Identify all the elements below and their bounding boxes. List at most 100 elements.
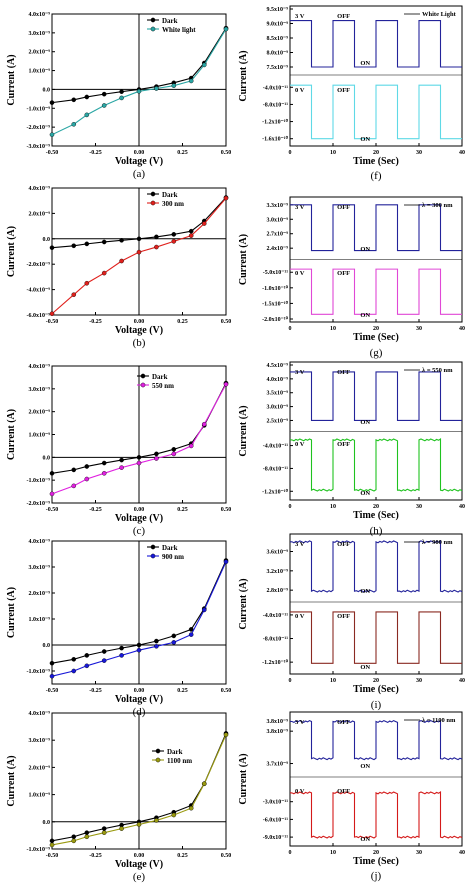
legend-title: λ = 1100 nm [422,717,456,724]
y-tick-label: 7.5x10⁻⁹ [267,65,289,71]
x-tick-label: 0.00 [134,150,145,156]
trace-line-top [289,539,463,593]
x-tick-label: 10 [330,326,336,332]
off-label: OFF [337,13,350,20]
off-label: OFF [337,369,350,376]
y-tick-label: 4.0x10⁻⁹ [267,377,289,383]
y-tick-label: -4.0x10⁻¹¹ [263,613,288,619]
bias-label: 0 V [295,613,305,620]
x-tick-label: 20 [373,678,379,684]
legend-label: Dark [152,373,168,381]
data-point [49,838,55,844]
transient-panel-j: 3.8x10⁻⁹ 3.7x10⁻⁹ 3.8x10⁻⁹ 3 V OFF ON -3.0x10⁻… [238,711,465,882]
data-point [119,653,124,658]
data-point [154,644,159,649]
data-point [49,491,55,497]
x-tick-label: 20 [373,150,379,156]
bias-label: 3 V [295,541,305,548]
y-tick-label: 9.5x10⁻⁹ [267,7,289,13]
x-tick-label: 0.50 [221,150,232,156]
data-point [171,232,177,237]
y-tick-label: 3.0x10⁻⁹ [29,387,51,393]
data-point [188,233,194,238]
x-axis-label: Time (Sec) [353,332,399,343]
on-label: ON [360,419,370,426]
data-point [101,830,107,835]
data-point [101,649,107,654]
panel-label: (f) [371,170,382,182]
x-tick-label: 30 [416,504,422,510]
legend-label: 900 nm [162,553,184,561]
y-tick-label: 3.0x10⁻⁹ [267,405,289,411]
y-tick-label: -2.0x10⁻¹⁰ [262,316,288,323]
x-tick-label: 0.25 [177,507,188,513]
transient-panel-h: 4.5x10⁻⁹ 4.0x10⁻⁹ 3.5x10⁻⁹ 3.0x10⁻⁹ 2.5x10⁻⁹… [238,361,465,537]
trace-line-bot [289,790,463,839]
x-axis-label: Time (Sec) [353,684,399,695]
x-tick-label: 10 [330,678,336,684]
data-point [171,633,177,639]
data-point [71,97,77,103]
on-label: ON [360,136,370,143]
data-point [188,805,194,811]
y-tick-label: 4.0x10⁻⁹ [29,12,51,18]
y-tick-label: 2.8x10⁻⁹ [267,588,289,594]
data-point [71,834,77,840]
data-point [119,238,124,243]
x-tick-label: 0.50 [221,688,232,694]
data-point [101,658,107,663]
data-point [49,660,55,666]
data-point [136,642,142,648]
transient-panel-g: 3.3x10⁻⁹ 3.0x10⁻⁹ 2.7x10⁻⁹ 2.4x10⁻⁹ 3 V OFF ON… [238,196,465,359]
data-point [188,78,194,84]
y-tick-label: 9.0x10⁻⁹ [267,22,289,28]
on-label: ON [360,588,370,595]
data-point [136,455,142,460]
bias-label: 3 V [295,204,305,211]
data-point [49,132,55,137]
x-tick-label: 10 [330,504,336,510]
data-point [84,653,90,658]
legend-marker [150,17,156,23]
data-point [201,781,207,787]
data-point [201,62,207,68]
bias-label: 0 V [295,441,305,448]
legend-marker [140,382,146,388]
x-tick-label: -0.25 [89,150,102,156]
x-tick-label: 0.00 [134,688,145,694]
legend-marker [150,553,156,559]
x-tick-label: 10 [330,150,336,156]
legend-title: White Light [422,11,457,18]
x-axis-label: Time (Sec) [353,856,399,867]
x-tick-label: 0.00 [134,319,145,325]
on-label: ON [360,60,370,67]
legend-label: White light [162,26,196,34]
data-point [154,451,159,457]
on-label: ON [360,312,370,319]
data-point [188,443,194,449]
data-point [71,483,77,489]
trace-line-bot [290,268,462,315]
x-axis-label: Voltage (V) [115,859,163,870]
y-tick-label: 3.0x10⁻⁹ [267,217,289,223]
y-tick-label: 0.0 [43,87,51,93]
data-point [223,195,229,201]
y-tick-label: 1.0x10⁻⁹ [29,433,51,439]
on-label: ON [360,763,370,770]
data-point [223,732,229,738]
data-point [101,460,107,466]
x-tick-label: -0.50 [46,319,59,325]
y-tick-label: 0.0 [43,820,51,826]
data-point [223,559,229,565]
y-tick-label: -1.0x10⁻⁹ [27,106,51,112]
y-tick-label: -2.0x10⁻⁹ [27,262,51,268]
y-tick-label: 3.0x10⁻⁹ [29,31,51,37]
legend-title: λ = 550 nm [422,367,453,374]
y-tick-label: 0.0 [43,643,51,649]
data-point [171,447,177,452]
y-axis-label: Current (A) [238,50,249,101]
bias-label: 0 V [295,788,305,795]
data-point [101,826,107,831]
y-tick-label: -1.2x10⁻¹⁰ [262,488,288,495]
